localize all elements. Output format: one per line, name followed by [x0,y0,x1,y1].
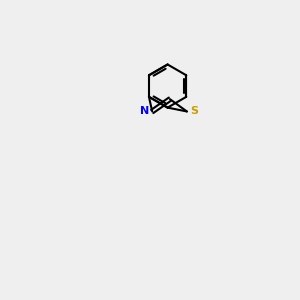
Text: S: S [190,106,198,116]
Text: N: N [140,106,149,116]
